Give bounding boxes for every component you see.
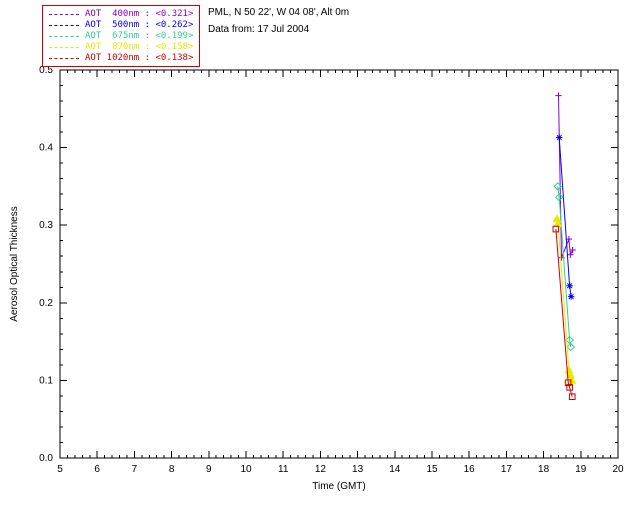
legend-label-675nm: AOT 675nm : <0.199> bbox=[85, 31, 194, 41]
x-tick-label: 5 bbox=[57, 464, 63, 475]
y-tick-label: 0.1 bbox=[39, 375, 53, 386]
x-tick-label: 13 bbox=[352, 464, 364, 475]
x-tick-label: 9 bbox=[206, 464, 212, 475]
site-info: PML, N 50 22', W 04 08', Alt 0m bbox=[208, 7, 350, 18]
diamond-marker bbox=[553, 182, 563, 191]
triangle-marker bbox=[552, 214, 562, 223]
axes bbox=[59, 69, 619, 459]
diamond-marker bbox=[565, 335, 574, 345]
legend-line-sample-870nm bbox=[49, 46, 79, 48]
series-aot-500nm bbox=[556, 134, 575, 300]
legend-label-400nm: AOT 400nm : <0.321> bbox=[85, 9, 194, 19]
x-tick-label: 17 bbox=[501, 464, 513, 475]
x-tick-label: 16 bbox=[464, 464, 476, 475]
legend-entry-1020nm: AOT 1020nm : <0.138> bbox=[49, 53, 193, 63]
x-tick-label: 18 bbox=[538, 464, 550, 475]
legend-line-sample-675nm bbox=[49, 35, 79, 37]
square-marker bbox=[552, 225, 560, 233]
legend-entry-500nm: AOT 500nm : <0.262> bbox=[49, 20, 193, 30]
series-aot-675nm bbox=[553, 182, 576, 352]
x-tick-label: 12 bbox=[315, 464, 327, 475]
triangle-marker bbox=[565, 370, 575, 379]
x-tick-label: 6 bbox=[94, 464, 100, 475]
asterisk-marker bbox=[566, 283, 573, 289]
series-aot-400nm bbox=[555, 92, 576, 261]
diamond-marker bbox=[566, 342, 576, 352]
y-tick-label: 0.4 bbox=[39, 143, 53, 154]
legend-label-870nm: AOT 870nm : <0.158> bbox=[85, 42, 194, 52]
y-tick-label: 0.0 bbox=[39, 453, 53, 464]
y-axis-title: Aerosol Optical Thickness bbox=[9, 206, 20, 321]
x-tick-label: 11 bbox=[278, 464, 289, 475]
legend-entry-675nm: AOT 675nm : <0.199> bbox=[49, 31, 193, 41]
x-tick-label: 19 bbox=[575, 464, 587, 475]
x-tick-label: 7 bbox=[132, 464, 138, 475]
date-info: Data from: 17 Jul 2004 bbox=[208, 24, 310, 35]
asterisk-marker bbox=[556, 134, 562, 141]
legend-entry-870nm: AOT 870nm : <0.158> bbox=[49, 42, 193, 52]
x-tick-label: 14 bbox=[389, 464, 401, 475]
legend-line-sample-1020nm bbox=[49, 57, 79, 59]
x-tick-label: 15 bbox=[426, 464, 438, 475]
plot-frame bbox=[59, 69, 619, 459]
header-text: PML, N 50 22', W 04 08', Alt 0m Data fro… bbox=[208, 7, 349, 41]
legend-label-500nm: AOT 500nm : <0.262> bbox=[85, 20, 194, 30]
asterisk-marker bbox=[568, 293, 574, 300]
x-tick-label: 8 bbox=[169, 464, 175, 475]
square-marker bbox=[566, 384, 573, 391]
legend-label-1020nm: AOT 1020nm : <0.138> bbox=[85, 53, 194, 63]
y-tick-label: 0.2 bbox=[39, 298, 53, 309]
x-axis-title: Time (GMT) bbox=[312, 481, 366, 492]
series-aot-1020nm bbox=[552, 225, 576, 400]
diamond-marker bbox=[554, 192, 564, 202]
y-tick-label: 0.5 bbox=[39, 65, 53, 76]
plus-marker bbox=[555, 92, 562, 99]
x-tick-label: 10 bbox=[240, 464, 252, 475]
plus-marker bbox=[569, 246, 576, 254]
legend-line-sample-500nm bbox=[49, 24, 79, 26]
x-tick-label: 20 bbox=[612, 464, 624, 475]
legend-entry-400nm: AOT 400nm : <0.321> bbox=[49, 9, 193, 19]
plus-marker bbox=[567, 251, 574, 258]
legend-line-sample-400nm bbox=[49, 13, 79, 15]
square-marker bbox=[564, 379, 572, 387]
square-marker bbox=[568, 393, 576, 400]
y-tick-label: 0.3 bbox=[39, 220, 53, 231]
legend-box: AOT 400nm : <0.321> AOT 500nm : <0.262> … bbox=[42, 5, 201, 67]
